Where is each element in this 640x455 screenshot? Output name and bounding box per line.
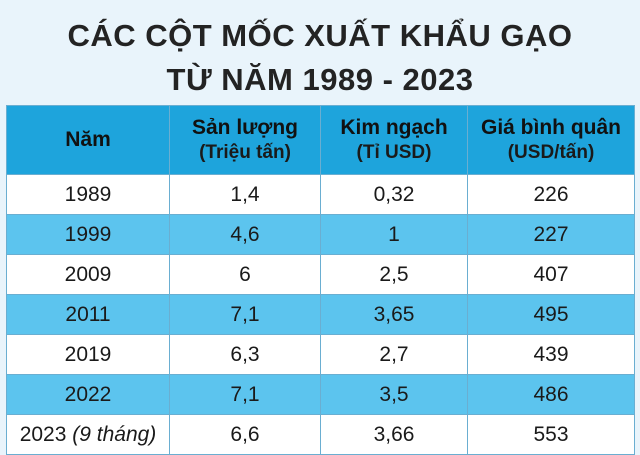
output-cell: 6 [169, 254, 321, 295]
year-cell: 1989 [6, 174, 170, 215]
year-value: 2019 [64, 342, 112, 366]
header-value-unit: (Tỉ USD) [356, 142, 432, 163]
header-output: Sản lượng (Triệu tấn) [169, 105, 321, 175]
price-cell: 495 [467, 294, 635, 335]
header-value: Kim ngạch (Tỉ USD) [320, 105, 468, 175]
output-cell: 7,1 [169, 294, 321, 335]
header-output-unit: (Triệu tấn) [199, 142, 291, 163]
year-note: (9 tháng) [72, 422, 157, 446]
price-cell: 486 [467, 374, 635, 415]
value-cell: 2,5 [320, 254, 468, 295]
table-row: 2019 6,3 2,7 439 [6, 334, 635, 375]
header-price-unit: (USD/tấn) [507, 142, 595, 163]
table-row: 2011 7,1 3,65 495 [6, 294, 635, 335]
year-cell: 2011 [6, 294, 170, 335]
value-cell: 2,7 [320, 334, 468, 375]
table-row: 2023 (9 tháng) 6,6 3,66 553 [6, 414, 635, 455]
price-cell: 226 [467, 174, 635, 215]
header-price: Giá bình quân (USD/tấn) [467, 105, 635, 175]
rice-export-table: Năm Sản lượng (Triệu tấn) Kim ngạch (Tỉ … [6, 105, 635, 455]
title-line-2: TỪ NĂM 1989 - 2023 [166, 62, 474, 97]
price-cell: 439 [467, 334, 635, 375]
value-cell: 3,5 [320, 374, 468, 415]
header-year-label: Năm [65, 128, 111, 151]
header-price-label: Giá bình quân [481, 116, 621, 139]
value-cell: 0,32 [320, 174, 468, 215]
output-cell: 7,1 [169, 374, 321, 415]
value-cell: 1 [320, 214, 468, 255]
table-row: 2022 7,1 3,5 486 [6, 374, 635, 415]
header-year: Năm [6, 105, 170, 175]
table-row: 2009 6 2,5 407 [6, 254, 635, 295]
year-value: 2011 [65, 302, 111, 326]
output-cell: 1,4 [169, 174, 321, 215]
year-value: 1999 [64, 222, 112, 246]
year-cell: 2019 [6, 334, 170, 375]
year-value: 2023 [19, 422, 67, 446]
price-cell: 407 [467, 254, 635, 295]
year-cell: 1999 [6, 214, 170, 255]
table-row: 1989 1,4 0,32 226 [6, 174, 635, 215]
year-cell: 2022 [6, 374, 170, 415]
output-cell: 6,6 [169, 414, 321, 455]
year-cell: 2023 (9 tháng) [6, 414, 170, 455]
header-output-label: Sản lượng [192, 116, 298, 139]
table-row: 1999 4,6 1 227 [6, 214, 635, 255]
year-value: 2009 [64, 262, 112, 286]
year-value: 2022 [64, 382, 112, 406]
page-title: CÁC CỘT MỐC XUẤT KHẨU GẠO TỪ NĂM 1989 - … [0, 14, 640, 102]
title-line-1: CÁC CỘT MỐC XUẤT KHẨU GẠO [67, 18, 573, 53]
value-cell: 3,66 [320, 414, 468, 455]
header-value-label: Kim ngạch [340, 116, 448, 139]
price-cell: 227 [467, 214, 635, 255]
price-cell: 553 [467, 414, 635, 455]
year-cell: 2009 [6, 254, 170, 295]
output-cell: 6,3 [169, 334, 321, 375]
value-cell: 3,65 [320, 294, 468, 335]
year-value: 1989 [64, 182, 112, 206]
output-cell: 4,6 [169, 214, 321, 255]
table-header-row: Năm Sản lượng (Triệu tấn) Kim ngạch (Tỉ … [6, 105, 635, 175]
